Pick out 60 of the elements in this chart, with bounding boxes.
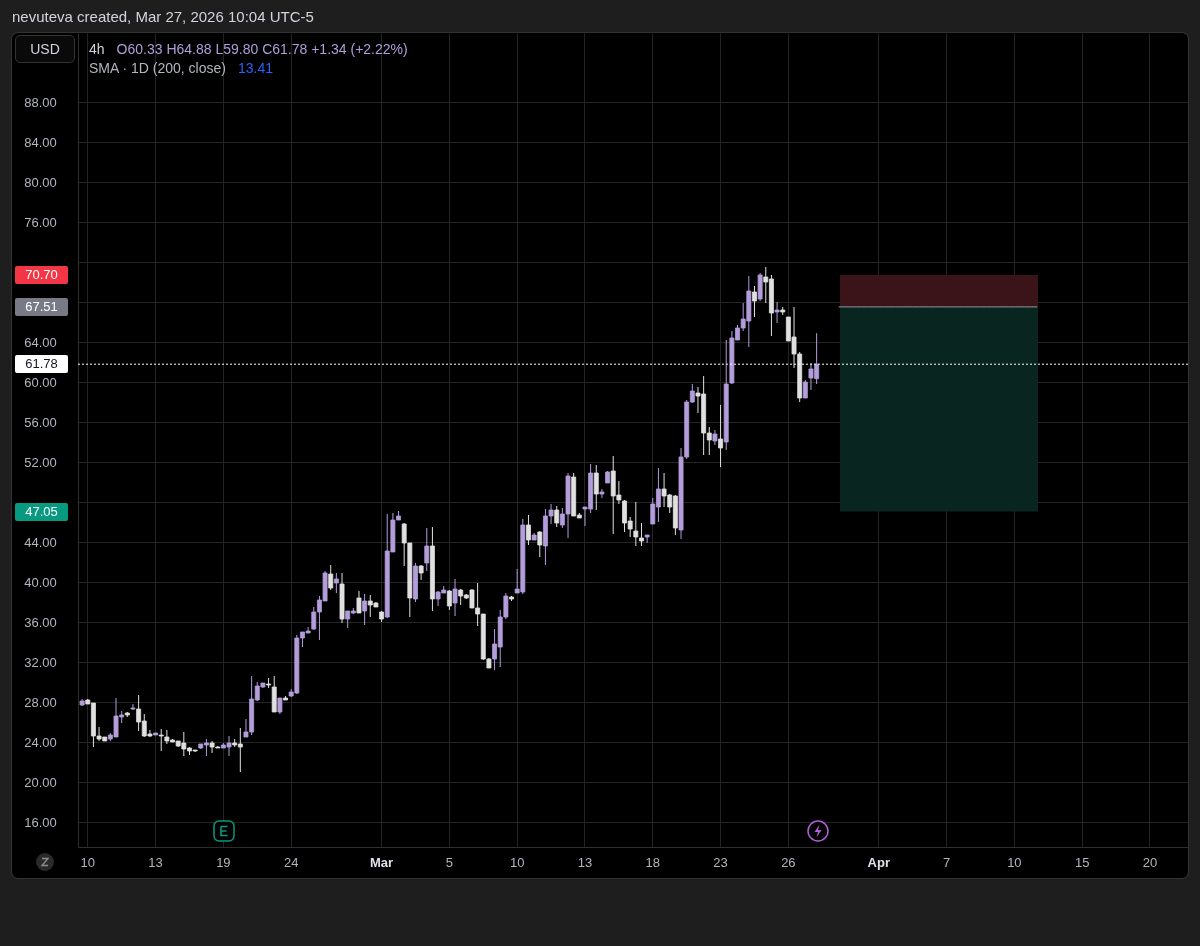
x-tick-label: 24	[283, 854, 299, 870]
candlestick	[718, 404, 724, 468]
x-tick-label: 10	[80, 854, 96, 870]
x-tick-label: 15	[1074, 854, 1090, 870]
text: nevuteva created, Mar 27, 2026 10:04 UTC-5	[12, 8, 314, 26]
candlestick	[537, 530, 543, 558]
candlestick	[644, 534, 650, 544]
y-tick-label: 64.00	[24, 334, 57, 350]
text: 67.51	[15, 297, 68, 316]
y-tick-label: 80.00	[24, 174, 57, 190]
x-tick-label: 26	[781, 854, 796, 870]
candlestick	[526, 514, 531, 546]
x-tick-label: 13	[148, 854, 163, 870]
candlestick	[446, 589, 452, 611]
x-tick-label: 20	[1142, 854, 1158, 870]
x-tick-label: 19	[216, 854, 231, 870]
candlestick	[328, 564, 334, 591]
y-tick-label: 20.00	[24, 774, 57, 790]
y-tick-label: 40.00	[24, 574, 57, 590]
ref-line-label: 61.78	[15, 355, 68, 374]
candlestick	[362, 593, 368, 626]
y-tick-label: 56.00	[24, 414, 57, 430]
candlestick	[774, 301, 780, 324]
candlestick	[593, 464, 599, 511]
text: USD	[15, 35, 75, 63]
y-tick-label: 36.00	[24, 614, 57, 630]
x-tick-label: 13	[577, 854, 593, 870]
candlestick	[757, 272, 763, 302]
candlestick	[554, 505, 560, 528]
y-tick-label: 24.00	[24, 734, 57, 750]
annotation: 13.41	[237, 59, 273, 77]
y-tick-label: 44.00	[24, 534, 57, 550]
x-tick-label: 7	[942, 854, 951, 870]
candlestick	[452, 578, 458, 617]
candlestick	[333, 572, 339, 594]
x-tick-label: Apr	[867, 854, 890, 870]
text: 47.05	[15, 502, 68, 521]
candlestick	[752, 285, 757, 318]
annotation: 4h	[89, 40, 105, 58]
y-tick-label: 16.00	[24, 814, 57, 830]
y-tick-label: 88.00	[24, 94, 57, 110]
x-tick-label: 10	[509, 854, 525, 870]
y-tick-label: 76.00	[24, 214, 57, 230]
x-tick-label: 10	[1007, 854, 1022, 870]
y-tick-label: 32.00	[24, 654, 57, 670]
candlestick	[599, 488, 605, 499]
y-tick-label: 84.00	[24, 134, 57, 150]
y-tick-label: 60.00	[24, 374, 57, 390]
annotation: O60.33 H64.88 L59.80 C61.78 +1.34 (+2.22%)	[116, 40, 408, 58]
text: 70.70	[15, 266, 68, 284]
y-tick-label: 28.00	[24, 694, 57, 710]
x-tick-label: 18	[645, 854, 661, 870]
annotation: SMA · 1D (200, close)	[89, 59, 226, 77]
candlestick	[130, 703, 136, 711]
candlestick	[424, 527, 430, 572]
x-tick-label: 23	[713, 854, 728, 870]
x-tick-label: 5	[445, 854, 453, 870]
candlestick	[356, 590, 362, 614]
y-tick-label: 52.00	[24, 454, 57, 470]
x-tick-label: Mar	[370, 854, 394, 870]
